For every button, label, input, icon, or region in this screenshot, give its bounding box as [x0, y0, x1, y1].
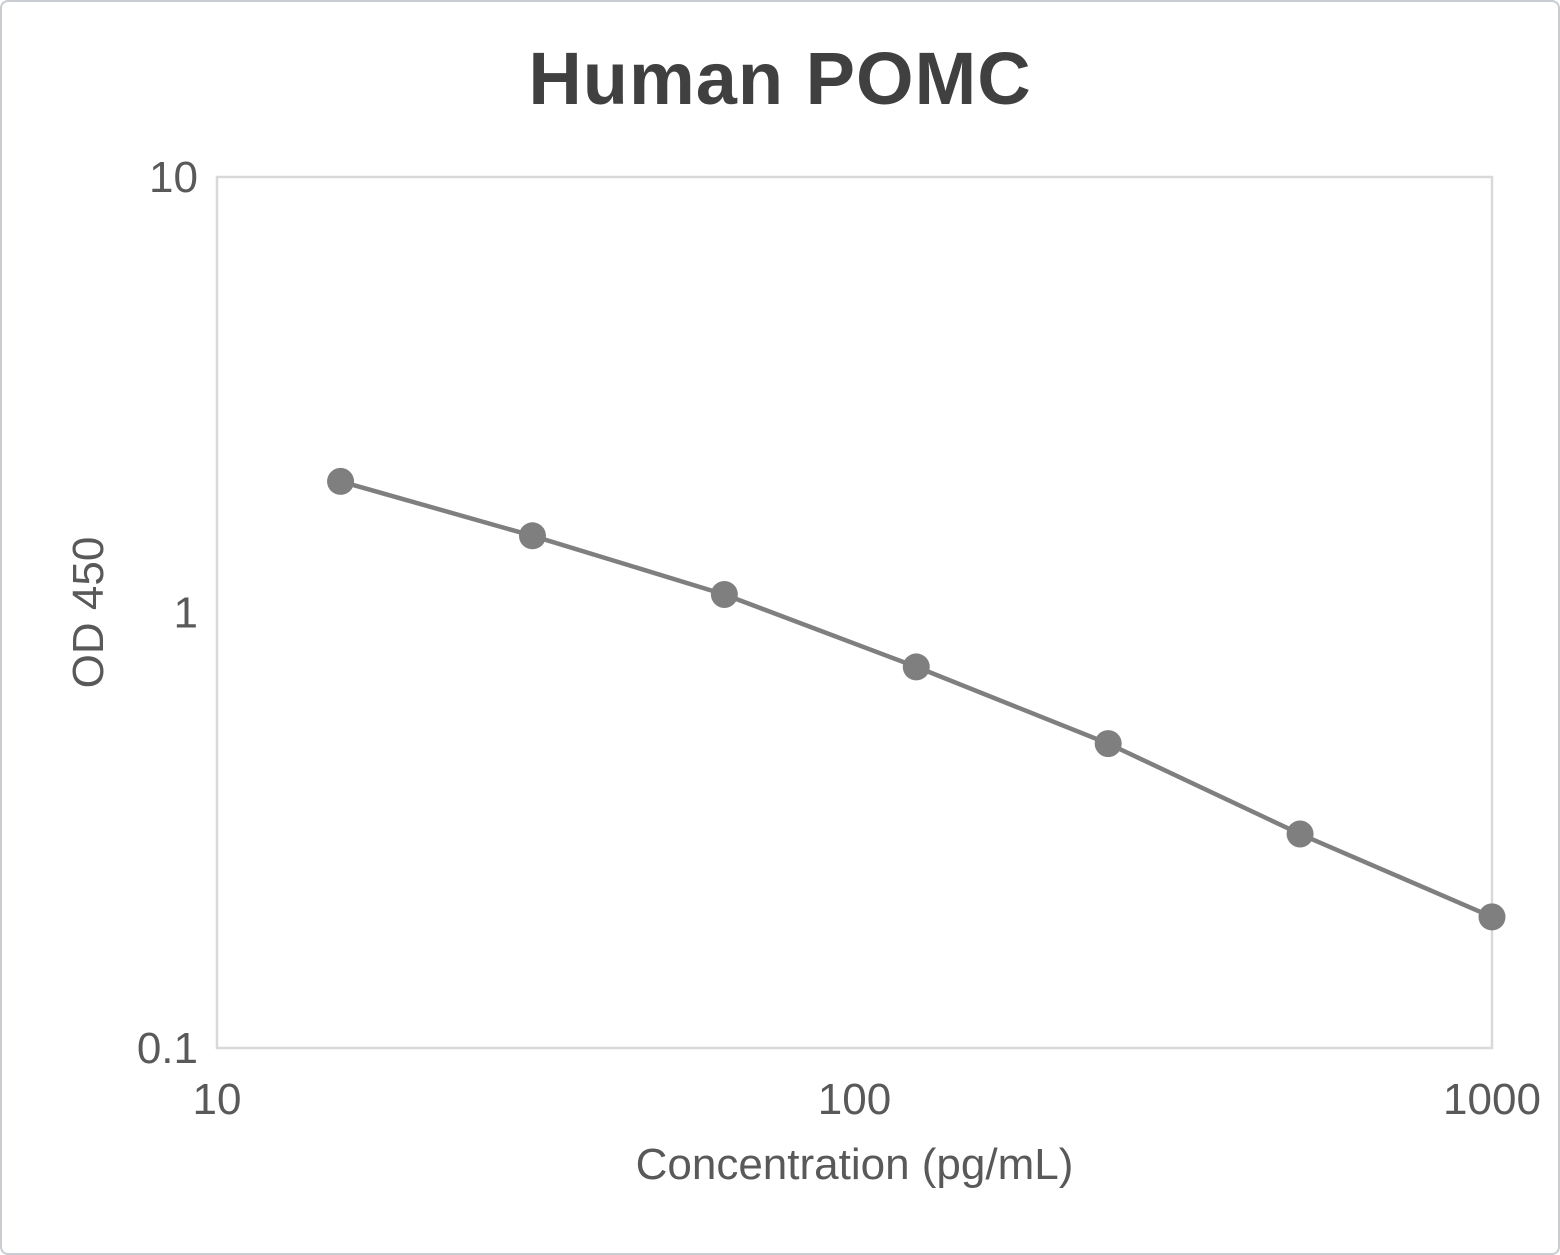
data-point-marker-0	[327, 467, 355, 495]
y-axis-title: OD 450	[64, 536, 113, 689]
data-point-marker-5	[1286, 820, 1314, 848]
data-point-marker-6	[1478, 903, 1506, 931]
x-tick-label-100: 100	[818, 1075, 891, 1124]
x-axis-title: Concentration (pg/mL)	[635, 1140, 1074, 1189]
y-tick-label-0.1: 0.1	[137, 1024, 198, 1073]
chart-title: Human POMC	[528, 37, 1032, 120]
y-tick-label-10: 10	[149, 153, 198, 202]
plot-area-border	[215, 175, 1494, 1050]
data-point-marker-3	[902, 653, 930, 681]
x-tick-label-10: 10	[193, 1075, 242, 1124]
data-point-marker-4	[1094, 730, 1122, 758]
data-point-marker-1	[518, 522, 546, 550]
data-point-marker-2	[710, 580, 738, 608]
x-tick-label-1000: 1000	[1443, 1075, 1541, 1124]
y-tick-label-1: 1	[174, 589, 198, 638]
series-line-standard-curve	[338, 479, 1495, 920]
